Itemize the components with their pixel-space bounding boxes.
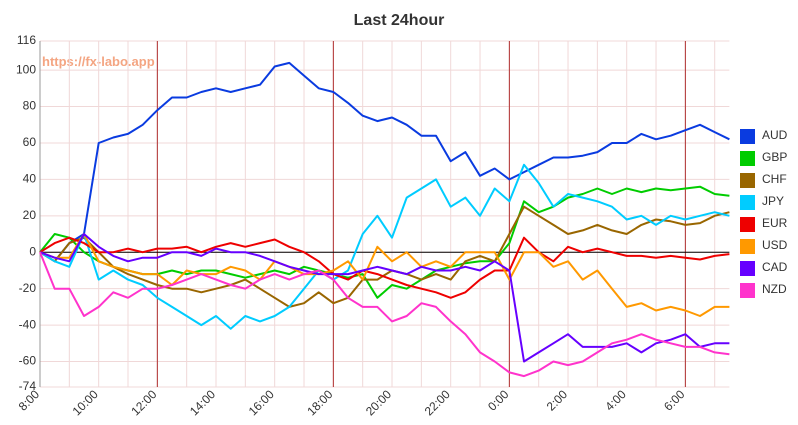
legend-label: EUR (762, 216, 788, 230)
legend-label: USD (762, 238, 788, 252)
legend-swatch (740, 195, 755, 210)
x-tick-label: 14:00 (187, 387, 218, 418)
legend-label: JPY (762, 194, 784, 208)
legend-swatch (740, 261, 755, 276)
legend-label: AUD (762, 128, 788, 142)
y-tick-label: -60 (19, 354, 37, 368)
y-tick-label: 100 (16, 62, 36, 76)
legend-swatch (740, 151, 755, 166)
x-tick-label: 22:00 (422, 387, 453, 418)
legend-label: NZD (762, 282, 787, 296)
y-tick-label: 80 (23, 99, 37, 113)
legend-swatch (740, 217, 755, 232)
chart-title: Last 24hour (354, 12, 445, 29)
y-tick-label: -74 (19, 379, 37, 393)
legend-swatch (740, 173, 755, 188)
series-line (39, 236, 730, 299)
legend-swatch (740, 129, 755, 144)
series-line (39, 205, 730, 308)
x-tick-label: 0:00 (485, 387, 512, 414)
x-tick-label: 12:00 (128, 387, 159, 418)
y-tick-label: 116 (17, 33, 36, 47)
series-line (39, 185, 730, 299)
y-tick-label: 0 (29, 244, 36, 258)
x-tick-label: 2:00 (544, 387, 571, 414)
x-tick-label: 20:00 (363, 387, 394, 418)
y-tick-label: -40 (19, 317, 37, 331)
series-line (39, 233, 730, 363)
y-tick-label: -20 (19, 281, 37, 295)
series-line (39, 233, 730, 317)
x-tick-label: 18:00 (304, 387, 335, 418)
x-tick-label: 4:00 (602, 387, 629, 414)
legend-swatch (740, 239, 755, 254)
legend-label: GBP (762, 150, 787, 164)
y-tick-label: 20 (23, 208, 37, 222)
y-tick-label: 40 (23, 172, 37, 186)
legend-swatch (740, 283, 755, 298)
x-tick-label: 6:00 (661, 387, 688, 414)
legend-label: CHF (762, 172, 787, 186)
x-tick-label: 16:00 (246, 387, 277, 418)
legend-label: CAD (762, 260, 788, 274)
series-line (39, 163, 730, 330)
series-line (39, 251, 730, 378)
series-line (39, 61, 730, 263)
x-tick-label: 10:00 (70, 387, 101, 418)
y-tick-label: 60 (23, 135, 37, 149)
